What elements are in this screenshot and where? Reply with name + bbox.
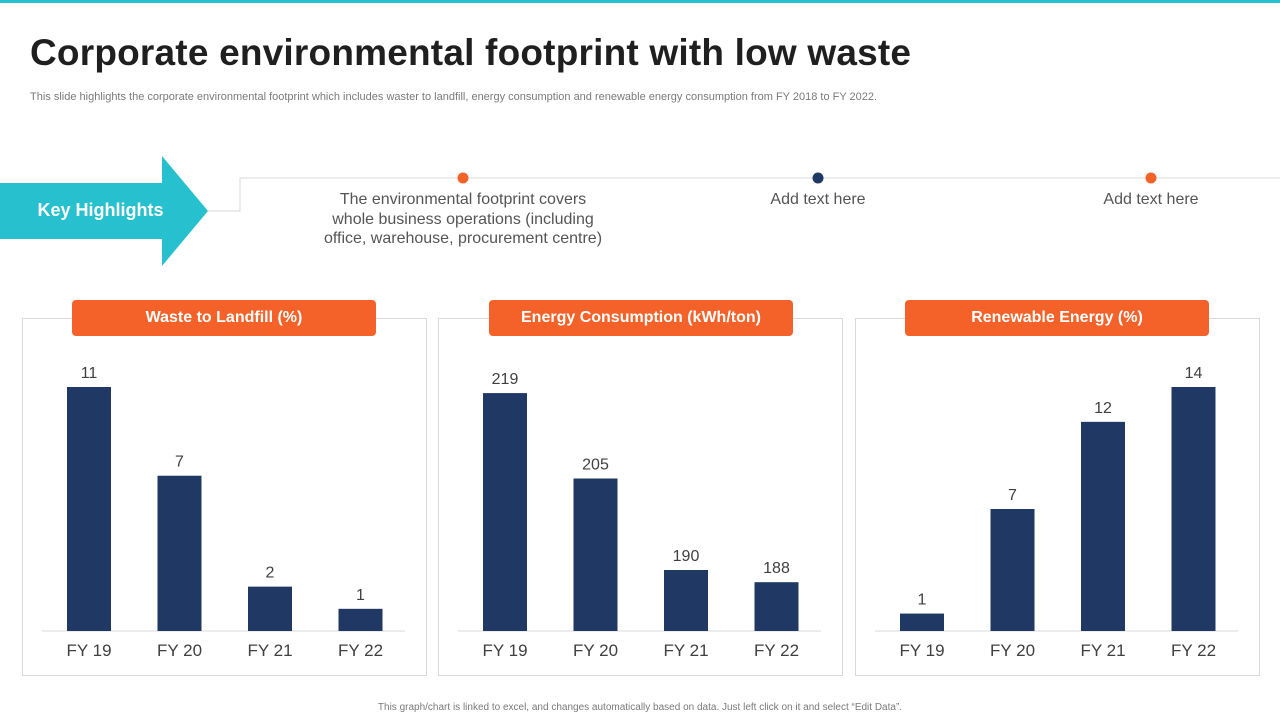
bar-fy-22 (754, 582, 799, 631)
data-label: 11 (81, 365, 98, 382)
chart-title-energy: Energy Consumption (kWh/ton) (489, 300, 793, 336)
data-label: 1 (356, 587, 365, 604)
bar-chart-waste-to-landfill: 11 FY 19 7 FY 20 2 FY 21 1 FY 22 (42, 365, 405, 660)
x-tick-label: FY 19 (66, 641, 111, 660)
highlight-text-1: The environmental footprint covers whole… (323, 191, 603, 247)
bar-fy-19 (483, 393, 527, 631)
x-tick-label: FY 21 (247, 641, 292, 660)
highlights-timeline (208, 172, 1280, 212)
data-label: 7 (175, 454, 184, 471)
highlight-text-2: Add text here (770, 191, 866, 208)
data-label: 2 (266, 565, 275, 582)
bar-chart-energy-consumption: 219 FY 19 205 FY 20 190 FY 21 188 FY 22 (458, 371, 821, 660)
data-label: 12 (1094, 400, 1112, 417)
x-tick-label: FY 20 (157, 641, 202, 660)
bar-chart-renewable-energy: 1 FY 19 7 FY 20 12 FY 21 14 FY 22 (875, 365, 1238, 660)
x-tick-label: FY 21 (1080, 641, 1125, 660)
data-label: 14 (1185, 365, 1203, 382)
data-label: 205 (582, 457, 609, 474)
bar-fy-22 (338, 608, 383, 631)
bar-fy-19 (67, 387, 111, 631)
page-subtitle: This slide highlights the corporate envi… (30, 91, 878, 103)
data-label: 7 (1008, 487, 1017, 504)
highlight-text-3: Add text here (1103, 191, 1199, 208)
bar-fy-20 (990, 509, 1035, 631)
data-label: 190 (673, 548, 700, 565)
top-accent-line (0, 0, 1280, 3)
x-tick-label: FY 19 (899, 641, 944, 660)
bar-fy-20 (573, 478, 618, 631)
bar-fy-19 (900, 613, 944, 631)
footer-note: This graph/chart is linked to excel, and… (377, 702, 903, 713)
bar-fy-22 (1171, 387, 1216, 631)
timeline-dot-1 (457, 172, 469, 184)
page-title: Corporate environmental footprint with l… (30, 32, 912, 73)
x-tick-label: FY 22 (1171, 641, 1216, 660)
bar-fy-21 (664, 570, 708, 631)
chart-title-renewable: Renewable Energy (%) (905, 300, 1209, 336)
key-highlights-arrow (0, 156, 208, 266)
chart-title-waste: Waste to Landfill (%) (72, 300, 376, 336)
x-tick-label: FY 20 (573, 641, 618, 660)
bar-fy-20 (157, 475, 202, 631)
x-tick-label: FY 20 (990, 641, 1035, 660)
data-label: 219 (492, 371, 519, 388)
bar-fy-21 (248, 586, 292, 631)
x-tick-label: FY 22 (338, 641, 383, 660)
x-tick-label: FY 19 (482, 641, 527, 660)
data-label: 188 (763, 560, 790, 577)
timeline-dot-3 (1145, 172, 1157, 184)
timeline-dot-2 (812, 172, 824, 184)
data-label: 1 (918, 592, 927, 609)
key-highlights-label: Key Highlights (37, 200, 164, 220)
x-tick-label: FY 21 (663, 641, 708, 660)
x-tick-label: FY 22 (754, 641, 799, 660)
bar-fy-21 (1081, 421, 1125, 631)
